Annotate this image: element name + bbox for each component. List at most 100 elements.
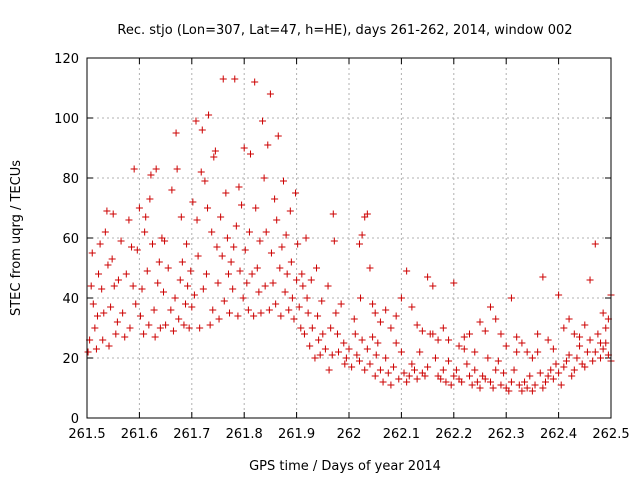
data-point — [562, 357, 570, 365]
x-tick-label: 261.7 — [173, 427, 210, 442]
data-point — [350, 315, 358, 323]
x-tick-label: 262.3 — [488, 427, 525, 442]
data-point — [458, 378, 466, 386]
data-point — [234, 312, 242, 320]
data-point — [560, 324, 568, 332]
data-point — [192, 117, 200, 125]
data-point — [369, 333, 377, 341]
data-point — [325, 366, 333, 374]
data-point — [353, 351, 361, 359]
data-point — [355, 240, 363, 248]
data-point — [450, 372, 458, 380]
data-point — [471, 366, 479, 374]
data-point — [351, 330, 359, 338]
data-point — [140, 330, 148, 338]
data-point — [341, 360, 349, 368]
data-point — [460, 333, 468, 341]
data-point — [416, 348, 424, 356]
data-point — [452, 366, 460, 374]
data-point — [586, 336, 594, 344]
grid-lines — [87, 58, 611, 418]
data-point — [273, 216, 281, 224]
data-point — [240, 144, 248, 152]
data-point — [342, 354, 350, 362]
data-point — [573, 354, 581, 362]
data-point — [188, 303, 196, 311]
data-point — [369, 300, 377, 308]
data-point — [224, 270, 232, 278]
data-point — [565, 315, 573, 323]
data-point — [226, 309, 234, 317]
data-point — [91, 324, 99, 332]
data-point — [107, 303, 115, 311]
data-point — [114, 276, 122, 284]
data-point — [397, 294, 405, 302]
data-point — [293, 276, 301, 284]
data-point — [318, 297, 326, 305]
data-point — [229, 285, 237, 293]
data-point — [424, 363, 432, 371]
data-point — [217, 213, 225, 221]
data-point — [311, 354, 319, 362]
data-point — [146, 195, 154, 203]
data-point — [321, 345, 329, 353]
data-point — [227, 258, 235, 266]
y-tick-label: 80 — [62, 172, 79, 187]
data-point — [190, 291, 198, 299]
data-point — [175, 315, 183, 323]
y-tick-label: 20 — [62, 352, 79, 367]
data-point — [371, 309, 379, 317]
data-point — [565, 351, 573, 359]
data-point — [154, 279, 162, 287]
y-tick-label: 100 — [54, 112, 79, 127]
data-point — [361, 366, 369, 374]
data-point — [138, 285, 146, 293]
data-point — [583, 348, 591, 356]
data-point — [101, 228, 109, 236]
x-tick-label: 262.4 — [540, 427, 577, 442]
data-point — [552, 360, 560, 368]
data-point — [150, 306, 158, 314]
data-point — [259, 117, 267, 125]
data-point — [547, 366, 555, 374]
data-point — [87, 282, 95, 290]
data-point — [109, 210, 117, 218]
data-point — [492, 315, 500, 323]
data-point — [314, 312, 322, 320]
data-point — [298, 270, 306, 278]
y-tick-label: 120 — [54, 52, 79, 67]
data-point — [534, 348, 542, 356]
data-point — [204, 204, 212, 212]
data-point — [136, 312, 144, 320]
data-point — [518, 387, 526, 395]
data-point — [84, 348, 92, 356]
data-point — [500, 369, 508, 377]
data-point — [513, 348, 521, 356]
data-point — [594, 330, 602, 338]
data-point — [570, 330, 578, 338]
data-point — [100, 309, 108, 317]
data-point — [521, 378, 529, 386]
data-point — [316, 351, 324, 359]
data-point — [248, 270, 256, 278]
data-point — [211, 147, 219, 155]
data-point — [160, 288, 168, 296]
data-point — [257, 309, 265, 317]
data-point — [271, 195, 279, 203]
data-point — [147, 171, 155, 179]
data-point — [597, 354, 605, 362]
data-point — [597, 339, 605, 347]
data-point — [232, 222, 240, 230]
data-point — [202, 270, 210, 278]
data-point — [542, 378, 549, 386]
data-point — [599, 309, 607, 317]
data-point — [267, 249, 275, 257]
data-point — [484, 354, 492, 362]
data-point — [473, 378, 481, 386]
data-point — [599, 345, 607, 353]
data-point — [463, 360, 471, 368]
data-point — [238, 201, 246, 209]
data-point — [250, 312, 258, 320]
data-point — [156, 324, 164, 332]
data-point — [108, 255, 116, 263]
